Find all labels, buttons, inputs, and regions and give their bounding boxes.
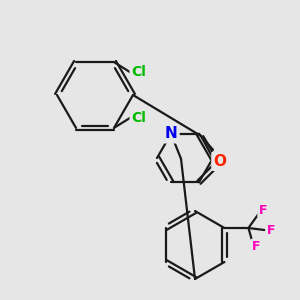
Text: F: F <box>252 241 261 254</box>
Text: F: F <box>259 203 268 217</box>
Text: O: O <box>214 154 226 169</box>
Text: Cl: Cl <box>132 65 146 79</box>
Text: Cl: Cl <box>132 111 146 125</box>
Text: N: N <box>165 126 177 141</box>
Text: F: F <box>267 224 276 236</box>
